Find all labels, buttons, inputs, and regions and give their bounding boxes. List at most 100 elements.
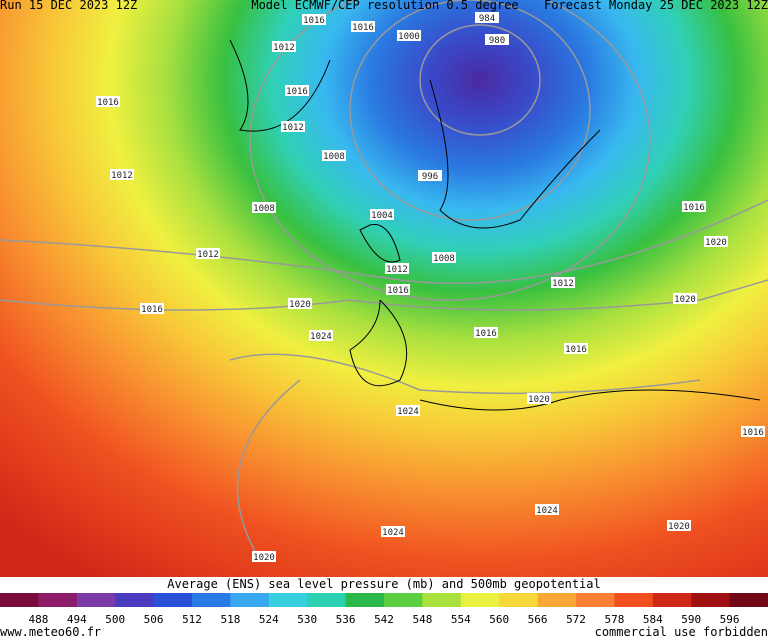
isobar-label: 1020	[289, 300, 311, 310]
isobar-label-bg	[741, 426, 765, 437]
isobar-label-bg	[535, 504, 559, 515]
colorbar-label: 548	[412, 613, 432, 626]
isobar-label-bg	[288, 298, 312, 309]
colorbar-label: 554	[451, 613, 471, 626]
colorbar-label: 572	[566, 613, 586, 626]
isobar-label: 1016	[565, 345, 587, 355]
isobar-label: 1016	[97, 98, 119, 108]
isobar-label: 1008	[433, 254, 455, 264]
isobar-label: 1016	[352, 23, 374, 33]
run-label: Run 15 DEC 2023 12Z	[0, 0, 137, 12]
isobar-label-bg	[386, 284, 410, 295]
isobar-label-bg	[252, 202, 276, 213]
colorbar-swatch	[345, 593, 385, 607]
colorbar-label: 566	[528, 613, 548, 626]
isobar-label-bg	[272, 41, 296, 52]
isobar-label-bg	[474, 327, 498, 338]
isobar-label-bg	[385, 263, 409, 274]
isobar-label-bg	[252, 551, 276, 562]
isobar-label: 1024	[397, 407, 419, 417]
colorbar-label: 530	[297, 613, 317, 626]
colorbar-swatch	[76, 593, 116, 607]
isobar-label-bg	[281, 121, 305, 132]
colorbar-swatch	[38, 593, 78, 607]
isobar-label: 1020	[705, 238, 727, 248]
colorbar-swatch	[230, 593, 270, 607]
isobar-label: 1012	[282, 123, 304, 133]
isobar-label-bg	[309, 330, 333, 341]
field	[0, 0, 768, 577]
isobar-label: 1012	[386, 265, 408, 275]
isobar-label: 1016	[286, 87, 308, 97]
isobar-label-bg	[432, 252, 456, 263]
isobar-label: 1024	[310, 332, 332, 342]
isobar-label: 1012	[111, 171, 133, 181]
isobar-label-bg	[140, 303, 164, 314]
isobar-label: 984	[479, 14, 495, 24]
isobar-label-bg	[551, 277, 575, 288]
isobar-label-bg	[196, 248, 220, 259]
isobar-label-bg	[673, 293, 697, 304]
isobar-label-bg	[285, 85, 309, 96]
isobar-label: 1012	[273, 43, 295, 53]
isobar-label-bg	[667, 520, 691, 531]
isobar-label-bg	[704, 236, 728, 247]
isobar-label: 1012	[197, 250, 219, 260]
colorbar-swatch	[537, 593, 577, 607]
colorbar-swatch	[384, 593, 423, 607]
isobar-label-bg	[418, 170, 442, 181]
notice: commercial use forbidden	[595, 625, 768, 639]
isobar-label: 1020	[253, 553, 275, 563]
isobar-label-bg	[351, 21, 375, 32]
isobar-label: 1020	[674, 295, 696, 305]
colorbar-swatch	[307, 593, 347, 607]
isobars	[0, 0, 768, 561]
isobar-label-bg	[96, 96, 120, 107]
colorbar-label: 518	[220, 613, 240, 626]
colorbar-label: 596	[720, 613, 740, 626]
isobar-label: 1000	[398, 32, 420, 42]
site: www.meteo60.fr	[0, 625, 101, 639]
colorbar-swatch	[115, 593, 155, 607]
colorbar-swatch	[268, 593, 308, 607]
isobar-label: 1008	[253, 204, 275, 214]
colorbar-label: 494	[67, 613, 87, 626]
forecast-label: Forecast Monday 25 DEC 2023 12Z	[544, 0, 768, 12]
colorbar-label: 536	[336, 613, 356, 626]
colorbar-swatch	[499, 593, 539, 607]
colorbar-label: 500	[105, 613, 125, 626]
caption: Average (ENS) sea level pressure (mb) an…	[167, 577, 600, 591]
isobar-label: 1012	[552, 279, 574, 289]
colorbar-label: 506	[144, 613, 164, 626]
isobar-label-bg	[302, 14, 326, 25]
colorbar-swatch	[0, 593, 39, 607]
isobar-label: 1024	[382, 528, 404, 538]
colorbar-swatch	[192, 593, 231, 607]
coastlines	[229, 39, 761, 411]
isobar-label-bg	[475, 12, 499, 23]
isobar-label-bg	[370, 209, 394, 220]
colorbar-label: 584	[643, 613, 663, 626]
isobar-label: 1016	[303, 16, 325, 26]
isobar-label: 1016	[475, 329, 497, 339]
colorbar-swatch	[576, 593, 615, 607]
isobar-label-bg	[110, 169, 134, 180]
isobar-label: 1016	[742, 428, 764, 438]
isobar-label-bg	[397, 30, 421, 41]
isobar-label-bg	[381, 526, 405, 537]
isobar-label-bg	[564, 343, 588, 354]
isobar-label-bg	[396, 405, 420, 416]
colorbar-swatch	[460, 593, 500, 607]
isobar-label: 1016	[683, 203, 705, 213]
isobar-label: 1020	[528, 395, 550, 405]
colorbar-label: 524	[259, 613, 279, 626]
colorbar-label: 578	[604, 613, 624, 626]
colorbar-swatch	[614, 593, 654, 607]
colorbar-label: 560	[489, 613, 509, 626]
isobar-label: 1004	[371, 211, 393, 221]
isobar-label: 1024	[536, 506, 558, 516]
colorbar-swatch	[153, 593, 193, 607]
colorbar-swatch	[422, 593, 462, 607]
